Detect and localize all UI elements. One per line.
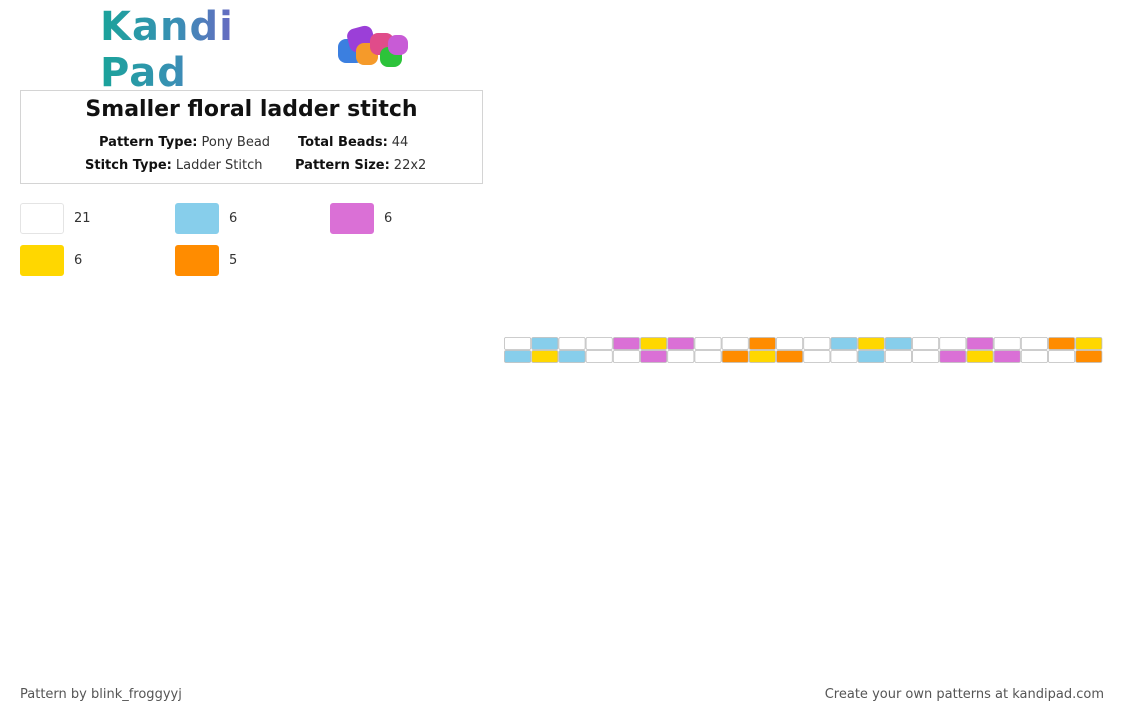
total-beads: Total Beads: 44 (298, 135, 408, 150)
bead-cell (612, 350, 640, 363)
bead-cell (776, 350, 804, 363)
bead-cell (504, 337, 532, 350)
bead-cell (694, 350, 722, 363)
bead-cell (748, 337, 776, 350)
bead-cell (776, 337, 804, 350)
legend-item: 21 (20, 203, 91, 234)
pattern-info-card: Smaller floral ladder stitch Pattern Typ… (20, 90, 483, 184)
pattern-type-label: Pattern Type: (99, 135, 198, 150)
color-swatch (20, 203, 64, 234)
bead-cell (721, 337, 749, 350)
bead-cell (640, 337, 668, 350)
bead-count: 5 (229, 253, 238, 268)
stitch-type: Stitch Type: Ladder Stitch (85, 158, 263, 173)
bead-cell (612, 337, 640, 350)
bead-cell (585, 350, 613, 363)
legend-item: 6 (330, 203, 392, 234)
bead-cell (558, 350, 586, 363)
legend-item: 5 (175, 245, 237, 276)
beads-logo-icon (334, 24, 410, 75)
total-beads-value: 44 (391, 135, 409, 150)
bead-count: 6 (384, 211, 393, 226)
bead-cell (1048, 337, 1076, 350)
bead-cell (640, 350, 668, 363)
pattern-size: Pattern Size: 22x2 (295, 158, 426, 173)
pattern-credit: Pattern by blink_froggyyj (20, 687, 182, 702)
bead-cell (667, 337, 695, 350)
bead-cell (721, 350, 749, 363)
kandipad-promo-link[interactable]: Create your own patterns at kandipad.com (824, 687, 1104, 702)
stitch-type-value: Ladder Stitch (175, 158, 263, 173)
stitch-type-label: Stitch Type: (85, 158, 172, 173)
bead-cell (912, 350, 940, 363)
bead-cell (694, 337, 722, 350)
bead-cell (1020, 337, 1048, 350)
pattern-size-value: 22x2 (393, 158, 427, 173)
legend-item: 6 (20, 245, 82, 276)
bead-count: 6 (74, 253, 83, 268)
bead-cell (993, 350, 1021, 363)
bead-pattern-grid (504, 337, 1103, 363)
bead-cell (884, 350, 912, 363)
color-swatch (20, 245, 64, 276)
bead-cell (585, 337, 613, 350)
total-beads-label: Total Beads: (298, 135, 388, 150)
bead-cell (939, 350, 967, 363)
bead-cell (558, 337, 586, 350)
bead-cell (912, 337, 940, 350)
bead-cell (1048, 350, 1076, 363)
bead-cell (1075, 350, 1103, 363)
bead-cell (857, 337, 885, 350)
bead-cell (966, 350, 994, 363)
bead-cell (939, 337, 967, 350)
pattern-type-value: Pony Bead (201, 135, 271, 150)
pattern-type: Pattern Type: Pony Bead (99, 135, 270, 150)
bead-cell (504, 350, 532, 363)
kandipad-logo[interactable]: Kandi Pad (100, 4, 410, 96)
bead-cell (748, 350, 776, 363)
bead-cell (531, 350, 559, 363)
color-swatch (175, 245, 219, 276)
bead-cell (1075, 337, 1103, 350)
bead-cell (531, 337, 559, 350)
legend-item: 6 (175, 203, 237, 234)
logo-text: Kandi Pad (100, 4, 322, 96)
bead-cell (830, 350, 858, 363)
bead-cell (830, 337, 858, 350)
bead-cell (1020, 350, 1048, 363)
bead-count: 6 (229, 211, 238, 226)
bead-cell (966, 337, 994, 350)
color-swatch (330, 203, 374, 234)
pattern-size-label: Pattern Size: (295, 158, 390, 173)
bead-cell (884, 337, 912, 350)
bead-cell (667, 350, 695, 363)
bead-cell (857, 350, 885, 363)
bead-count: 21 (74, 211, 91, 226)
bead-cell (803, 350, 831, 363)
bead-cell (803, 337, 831, 350)
color-swatch (175, 203, 219, 234)
bead-cell (993, 337, 1021, 350)
pattern-title: Smaller floral ladder stitch (85, 97, 418, 122)
